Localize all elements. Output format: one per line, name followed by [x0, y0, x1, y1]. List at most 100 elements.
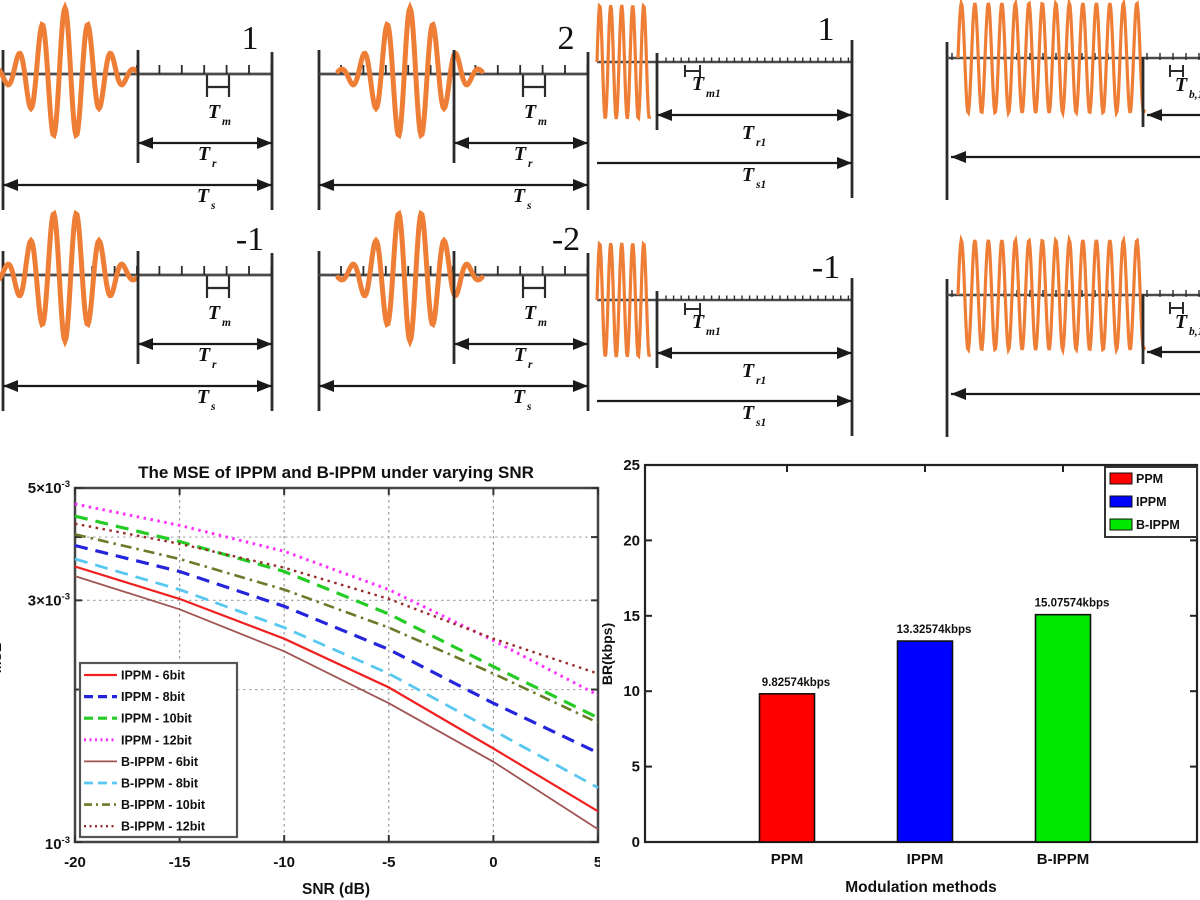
- time-label-subscript: r1: [756, 375, 766, 387]
- legend-swatch-PPM: [1109, 472, 1133, 485]
- arrowhead-icon: [573, 137, 588, 149]
- mse-legend-entry: IPPM - 6bit: [121, 669, 186, 683]
- series-line-IPPM-10bit: [74, 514, 599, 720]
- mse-x-tick: -15: [169, 854, 191, 871]
- bar-legend-entry: PPM: [1136, 472, 1163, 486]
- time-label: T: [198, 143, 211, 165]
- legend-swatch-IPPM: [1109, 495, 1133, 508]
- arrowhead-icon: [573, 380, 588, 392]
- bar-value-label: 15.07574kbps: [1035, 598, 1110, 610]
- arrowhead-icon: [138, 338, 153, 350]
- time-label: T: [208, 302, 221, 324]
- time-label-subscript: m1: [706, 326, 721, 338]
- mse-x-tick: -5: [382, 854, 395, 871]
- arrowhead-icon: [573, 338, 588, 350]
- time-label: T: [742, 402, 755, 424]
- mse-chart: -20 -15 -10 -5 0 5 10-3 3×10-3 5×10-3 IPPM - 6bit…: [0, 463, 600, 898]
- mse-legend-entry: IPPM - 8bit: [121, 690, 186, 704]
- mse-y-tick: 10-3: [45, 835, 70, 853]
- sine-burst: [956, 233, 1146, 357]
- arrowhead-icon: [257, 338, 272, 350]
- time-label: T: [692, 311, 705, 333]
- arrowhead-icon: [257, 137, 272, 149]
- time-label: T: [197, 386, 210, 408]
- pulse-panel-burst-long-pos: Tb,1: [945, 0, 1200, 200]
- bar-value-label: 13.32574kbps: [897, 624, 972, 636]
- bar-category-label: B-IPPM: [1037, 851, 1090, 868]
- arrowhead-icon: [837, 109, 852, 121]
- time-label: T: [514, 143, 527, 165]
- sine-burst: [595, 240, 652, 360]
- bar-legend: PPM IPPM B-IPPM: [1104, 466, 1198, 538]
- mse-legend-entry: IPPM - 12bit: [121, 733, 193, 747]
- time-label-subscript: s: [210, 200, 216, 212]
- time-label: T: [1175, 74, 1188, 96]
- mse-frame: [73, 486, 600, 844]
- mse-plot-area: -20 -15 -10 -5 0 5 10-3 3×10-3 5×10-3 IPPM - 6bit…: [28, 479, 600, 871]
- time-label: T: [1175, 311, 1188, 333]
- time-label: T: [524, 101, 537, 123]
- mse-x-tick: 0: [489, 854, 497, 871]
- arrowhead-icon: [257, 179, 272, 191]
- time-label-subscript: s1: [755, 417, 766, 429]
- arrowhead-icon: [657, 109, 672, 121]
- arrowhead-icon: [257, 380, 272, 392]
- arrowhead-icon: [138, 137, 153, 149]
- bar-category-label: IPPM: [907, 851, 944, 868]
- series-line-B-IPPM-8bit: [74, 557, 599, 789]
- bar-xlabel: Modulation methods: [845, 879, 997, 896]
- arrowhead-icon: [454, 137, 469, 149]
- mse-x-tick: 5: [594, 854, 600, 871]
- bar-plot-area: 0 5 10 15 20 25 9.82574kbps PPM 13.32574kbps IPPM…: [623, 457, 1199, 868]
- mse-title: The MSE of IPPM and B-IPPM under varying…: [138, 463, 534, 482]
- time-label-subscript: m1: [706, 88, 721, 100]
- time-label: T: [513, 386, 526, 408]
- sine-burst: [956, 0, 1146, 120]
- arrowhead-icon: [837, 157, 852, 169]
- bar-y-tick: 25: [623, 457, 640, 474]
- mse-x-tick: -10: [273, 854, 295, 871]
- mse-y-tick: 5×10-3: [28, 479, 70, 497]
- time-label-subscript: m: [538, 317, 547, 329]
- symbol-value: 1: [818, 11, 835, 48]
- arrowhead-icon: [454, 338, 469, 350]
- time-label-subscript: r: [212, 359, 217, 371]
- time-label-subscript: s: [526, 401, 532, 413]
- series-line-IPPM-8bit: [74, 543, 599, 755]
- arrowhead-icon: [837, 395, 852, 407]
- mse-ylabel: MSE: [0, 643, 4, 673]
- bar-category-label: PPM: [771, 851, 804, 868]
- bar-y-tick: 5: [632, 759, 640, 776]
- bitrate-chart: 0 5 10 15 20 25 9.82574kbps PPM 13.32574kbps IPPM…: [600, 457, 1199, 896]
- time-label: T: [742, 122, 755, 144]
- time-label-subscript: m: [538, 116, 547, 128]
- time-label: T: [208, 101, 221, 123]
- time-label-subscript: r: [212, 158, 217, 170]
- time-label: T: [742, 164, 755, 186]
- time-label-subscript: m: [222, 317, 231, 329]
- mse-y-tick: 3×10-3: [28, 591, 70, 609]
- symbol-value: 2: [558, 20, 575, 57]
- time-label-subscript: b,1: [1189, 326, 1200, 338]
- time-label-subscript: b,1: [1189, 89, 1200, 101]
- arrowhead-icon: [951, 388, 966, 400]
- arrowhead-icon: [573, 179, 588, 191]
- time-label-subscript: s: [526, 200, 532, 212]
- mse-legend-entry: IPPM - 10bit: [121, 712, 193, 726]
- bar-value-label: 9.82574kbps: [762, 677, 830, 689]
- pulse-panel-burst-long-neg: Tb,1: [945, 233, 1200, 437]
- time-label-subscript: r: [528, 158, 533, 170]
- symbol-value: -2: [552, 221, 580, 258]
- arrowhead-icon: [951, 151, 966, 163]
- bar-y-tick: 15: [623, 608, 640, 625]
- symbol-value: 1: [242, 20, 259, 57]
- arrowhead-icon: [3, 179, 18, 191]
- time-label: T: [514, 344, 527, 366]
- bar-ticks: 0 5 10 15 20 25: [623, 457, 1197, 851]
- bar-legend-entry: IPPM: [1136, 495, 1167, 509]
- time-label: T: [524, 302, 537, 324]
- legend-swatch-B-IPPM: [1109, 518, 1133, 531]
